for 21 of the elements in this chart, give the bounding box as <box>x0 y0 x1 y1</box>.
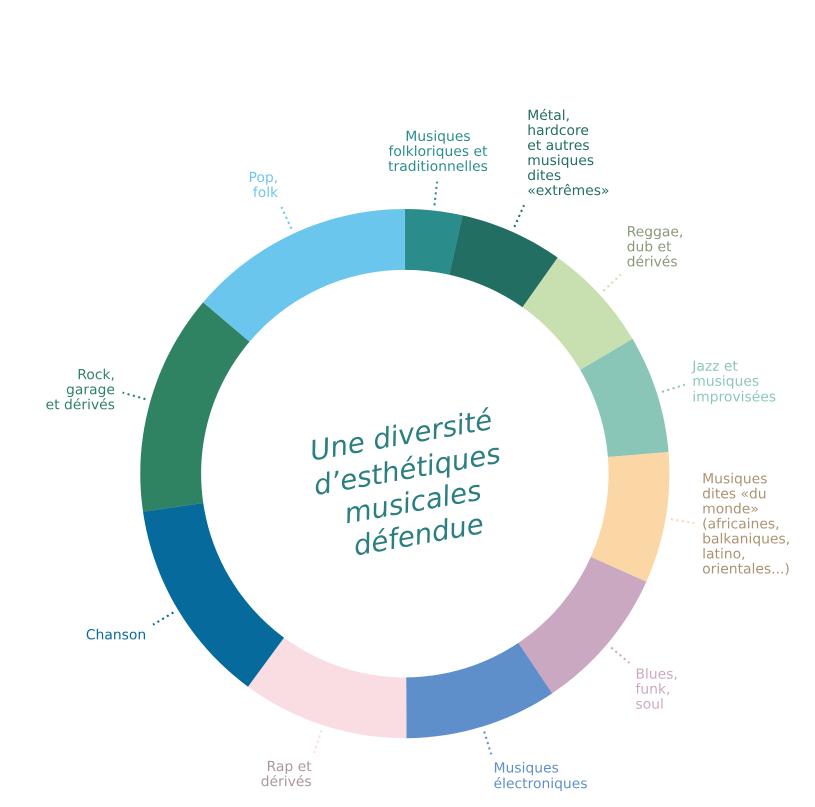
donut-slice <box>140 302 250 512</box>
donut-slice <box>590 452 670 582</box>
slice-label: Musiques dites «du monde» (africaines, balkaniques, latino, orientales...) <box>702 472 789 576</box>
slice-label: Musiques folkloriques et traditionnelles <box>388 130 488 172</box>
donut-slice <box>203 209 405 342</box>
slice-label: Reggae, dub et dérivés <box>627 226 682 267</box>
slice-label: Pop, folk <box>250 172 278 198</box>
slice-label: Chanson <box>86 628 146 640</box>
donut-slice <box>404 209 463 275</box>
slice-label: Rap et dérivés <box>261 760 312 786</box>
slice-label: Musiques électroniques <box>494 762 587 792</box>
slice-label: Métal, hardcore et autres musiques dites «extrêmes» <box>528 108 608 196</box>
donut-slice <box>580 338 669 457</box>
donut-slice <box>248 638 407 738</box>
donut-slice <box>449 215 558 308</box>
slice-label: Rock, garage et dérivés <box>46 368 114 410</box>
slice-label: Blues, funk, soul <box>636 668 676 709</box>
text: Une diversité d’esthétiques musicales défendue <box>310 406 502 556</box>
slice-label: Jazz et musiques improvisées <box>692 360 776 404</box>
donut-slice <box>406 642 552 738</box>
donut-slice <box>143 502 284 687</box>
